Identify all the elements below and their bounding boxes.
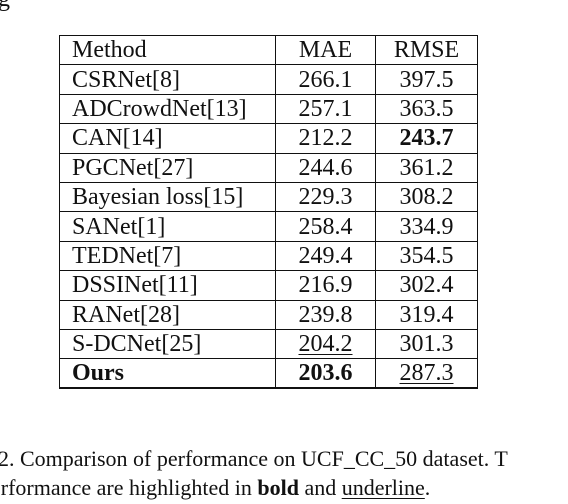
table-row: TEDNet[7] 249.4 354.5 <box>59 240 478 272</box>
method-cell-ours: Ours <box>59 358 276 390</box>
method-cell: CSRNet[8] <box>59 64 276 95</box>
mae-cell: 258.4 <box>275 211 376 242</box>
rmse-cell-second: 287.3 <box>375 358 478 390</box>
rmse-cell: 319.4 <box>375 299 478 330</box>
mae-cell-second: 204.2 <box>275 328 376 360</box>
rmse-cell: 363.5 <box>375 93 478 125</box>
mae-cell: 212.2 <box>275 123 376 154</box>
rmse-cell: 308.2 <box>375 181 478 213</box>
mae-cell: 216.9 <box>275 270 376 301</box>
rmse-cell: 301.3 <box>375 328 478 360</box>
table-row: SANet[1] 258.4 334.9 <box>59 211 478 242</box>
underlined-value: 204.2 <box>298 331 353 358</box>
rmse-cell: 354.5 <box>375 240 478 272</box>
caption-underline-word: underline <box>341 475 425 500</box>
header-mae: MAE <box>275 34 376 66</box>
table-caption-line-2: performance are highlighted in bold and … <box>0 476 430 500</box>
table-caption-line-1: 2. Comparison of performance on UCF_CC_5… <box>0 446 508 471</box>
rmse-cell: 302.4 <box>375 270 478 301</box>
method-cell: CAN[14] <box>59 123 276 154</box>
mae-cell: 249.4 <box>275 240 376 272</box>
table-header-row: Method MAE RMSE <box>59 34 478 66</box>
rmse-cell: 361.2 <box>375 152 478 183</box>
method-cell: ADCrowdNet[13] <box>59 93 276 125</box>
table-row: ADCrowdNet[13] 257.1 363.5 <box>59 93 478 125</box>
table-row: PGCNet[27] 244.6 361.2 <box>59 152 478 183</box>
mae-cell: 257.1 <box>275 93 376 125</box>
table-row: DSSINet[11] 216.9 302.4 <box>59 270 478 301</box>
results-table: Method MAE RMSE CSRNet[8] 266.1 397.5 AD… <box>59 34 478 390</box>
mae-cell: 229.3 <box>275 181 376 213</box>
caption-text: . <box>424 475 431 500</box>
rmse-cell: 397.5 <box>375 64 478 95</box>
method-cell: SANet[1] <box>59 211 276 242</box>
table-row: CAN[14] 212.2 243.7 <box>59 123 478 154</box>
mae-cell: 239.8 <box>275 299 376 330</box>
underlined-value: 287.3 <box>399 360 454 387</box>
mae-cell-best: 203.6 <box>275 358 376 390</box>
previous-text-fragment: g <box>0 0 10 11</box>
header-method: Method <box>59 34 276 66</box>
mae-cell: 266.1 <box>275 64 376 95</box>
caption-bold-word: bold <box>257 475 299 500</box>
rmse-cell: 334.9 <box>375 211 478 242</box>
table-row-ours: Ours 203.6 287.3 <box>59 358 478 390</box>
caption-text: performance are highlighted in <box>0 475 258 500</box>
method-cell: PGCNet[27] <box>59 152 276 183</box>
method-cell: TEDNet[7] <box>59 240 276 272</box>
table-row: RANet[28] 239.8 319.4 <box>59 299 478 330</box>
method-cell: RANet[28] <box>59 299 276 330</box>
rmse-cell-best: 243.7 <box>375 123 478 154</box>
mae-cell: 244.6 <box>275 152 376 183</box>
caption-text: and <box>298 475 342 500</box>
method-cell: DSSINet[11] <box>59 270 276 301</box>
table-row: CSRNet[8] 266.1 397.5 <box>59 64 478 95</box>
header-rmse: RMSE <box>375 34 478 66</box>
table-row: Bayesian loss[15] 229.3 308.2 <box>59 181 478 213</box>
table-row: S-DCNet[25] 204.2 301.3 <box>59 328 478 360</box>
method-cell: S-DCNet[25] <box>59 328 276 360</box>
method-cell: Bayesian loss[15] <box>59 181 276 213</box>
